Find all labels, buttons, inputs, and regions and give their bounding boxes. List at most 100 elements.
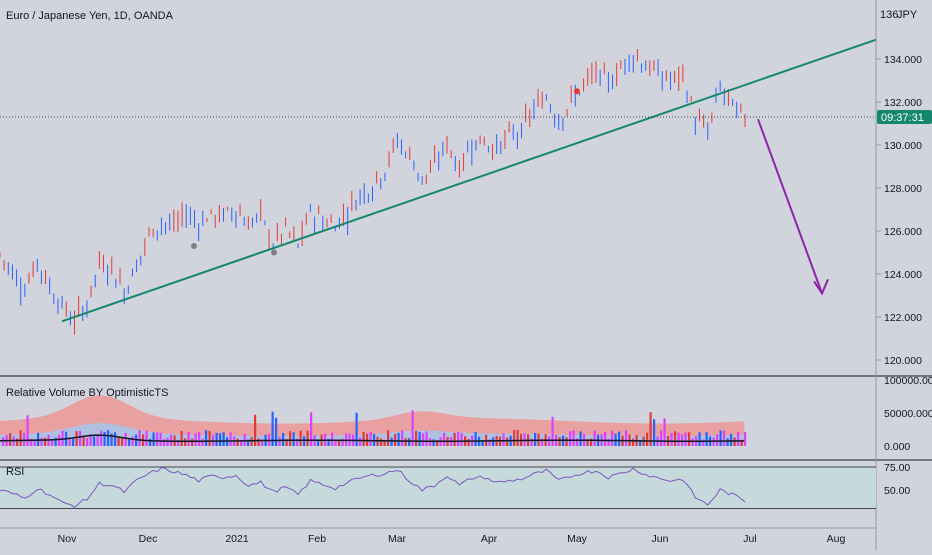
- rsi-line[interactable]: [0, 466, 746, 509]
- volume-bar[interactable]: [467, 438, 470, 446]
- volume-bar[interactable]: [744, 432, 747, 446]
- volume-bar[interactable]: [58, 434, 61, 446]
- volume-bar[interactable]: [425, 431, 428, 446]
- volume-bar[interactable]: [492, 437, 495, 446]
- volume-bar[interactable]: [68, 438, 71, 446]
- volume-bar[interactable]: [488, 439, 491, 446]
- volume-bar[interactable]: [310, 412, 313, 446]
- volume-bar[interactable]: [548, 436, 551, 446]
- volume-bar[interactable]: [271, 411, 274, 446]
- volume-bar[interactable]: [16, 438, 19, 446]
- volume-bar[interactable]: [691, 438, 694, 446]
- volume-bar[interactable]: [670, 433, 673, 446]
- volume-bar[interactable]: [334, 439, 337, 446]
- volume-bar[interactable]: [247, 439, 250, 446]
- volume-bar[interactable]: [152, 432, 155, 446]
- volume-bar[interactable]: [558, 436, 561, 446]
- volume-bar[interactable]: [457, 431, 460, 446]
- volume-bar[interactable]: [705, 432, 708, 446]
- volume-bar[interactable]: [54, 437, 57, 446]
- volume-bar[interactable]: [121, 438, 124, 446]
- price-pane[interactable]: [0, 38, 877, 335]
- volume-bar[interactable]: [726, 438, 729, 446]
- volume-bar[interactable]: [114, 432, 117, 446]
- volume-bar[interactable]: [166, 437, 169, 446]
- volume-bar[interactable]: [306, 430, 309, 446]
- volume-bar[interactable]: [261, 439, 264, 446]
- volume-bar[interactable]: [569, 431, 572, 446]
- volume-bar[interactable]: [362, 431, 365, 446]
- volume-bar[interactable]: [579, 431, 582, 446]
- volume-bar[interactable]: [404, 438, 407, 446]
- volume-bar[interactable]: [303, 436, 306, 446]
- volume-bar[interactable]: [72, 438, 75, 446]
- volume-bar[interactable]: [44, 437, 47, 446]
- volume-bar[interactable]: [723, 430, 726, 446]
- volume-bar[interactable]: [138, 430, 141, 446]
- volume-bar[interactable]: [19, 430, 22, 446]
- volume-bar[interactable]: [523, 433, 526, 446]
- volume-bar[interactable]: [82, 436, 85, 446]
- volume-bar[interactable]: [646, 432, 649, 446]
- volume-bar[interactable]: [516, 430, 519, 446]
- volume-bar[interactable]: [681, 434, 684, 446]
- volume-bar[interactable]: [740, 439, 743, 446]
- volume-bar[interactable]: [415, 430, 418, 446]
- volume-bar[interactable]: [296, 438, 299, 446]
- volume-bar[interactable]: [9, 433, 12, 446]
- volume-bar[interactable]: [611, 430, 614, 446]
- volume-bar[interactable]: [639, 439, 642, 446]
- volume-bar[interactable]: [702, 439, 705, 446]
- volume-bar[interactable]: [541, 438, 544, 446]
- volume-bar[interactable]: [341, 438, 344, 446]
- volume-bar[interactable]: [565, 437, 568, 446]
- volume-bar[interactable]: [534, 432, 537, 446]
- volume-bar[interactable]: [590, 438, 593, 446]
- volume-bar[interactable]: [625, 430, 628, 446]
- volume-bar[interactable]: [677, 432, 680, 446]
- volume-bar[interactable]: [219, 433, 222, 446]
- volume-bar[interactable]: [170, 434, 173, 446]
- volume-bar[interactable]: [250, 437, 253, 446]
- volume-bar[interactable]: [397, 432, 400, 446]
- volume-bar[interactable]: [191, 438, 194, 446]
- volume-bar[interactable]: [369, 431, 372, 446]
- volume-bar[interactable]: [481, 439, 484, 446]
- volume-bar[interactable]: [460, 433, 463, 446]
- volume-bar[interactable]: [184, 438, 187, 446]
- volume-bar[interactable]: [222, 432, 225, 446]
- volume-bar[interactable]: [730, 433, 733, 446]
- volume-bar[interactable]: [215, 432, 218, 446]
- volume-bar[interactable]: [502, 433, 505, 446]
- volume-bar[interactable]: [299, 430, 302, 446]
- volume-bar[interactable]: [383, 439, 386, 446]
- volume-bar[interactable]: [2, 437, 5, 446]
- volume-bar[interactable]: [551, 416, 554, 446]
- volume-bar[interactable]: [194, 433, 197, 446]
- volume-bar[interactable]: [282, 433, 285, 446]
- volume-bar[interactable]: [443, 432, 446, 446]
- volume-bar[interactable]: [359, 437, 362, 446]
- volume-bar[interactable]: [506, 437, 509, 446]
- projection-arrowhead[interactable]: [813, 278, 829, 296]
- volume-bar[interactable]: [513, 430, 516, 446]
- volume-bar[interactable]: [93, 436, 96, 446]
- volume-bar[interactable]: [607, 438, 610, 446]
- volume-bar[interactable]: [208, 430, 211, 446]
- volume-bar[interactable]: [737, 431, 740, 446]
- volume-bar[interactable]: [278, 436, 281, 446]
- volume-bar[interactable]: [33, 439, 36, 446]
- volume-bar[interactable]: [30, 438, 33, 446]
- volume-bar[interactable]: [257, 438, 260, 446]
- volume-bar[interactable]: [37, 432, 40, 446]
- volume-bar[interactable]: [698, 432, 701, 446]
- volume-bar[interactable]: [317, 439, 320, 446]
- volume-bar[interactable]: [422, 433, 425, 446]
- volume-bar[interactable]: [289, 431, 292, 446]
- volume-bar[interactable]: [394, 433, 397, 446]
- volume-bar[interactable]: [411, 410, 414, 446]
- volume-bar[interactable]: [86, 437, 89, 446]
- volume-bar[interactable]: [117, 437, 120, 446]
